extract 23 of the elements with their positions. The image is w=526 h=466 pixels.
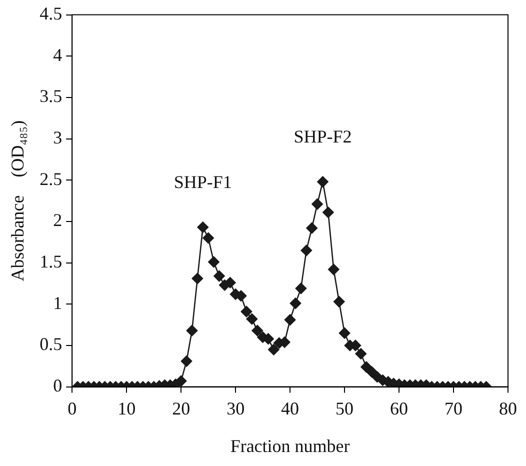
y-tick-label: 0.5 [40, 334, 62, 354]
x-tick-label: 10 [118, 398, 136, 418]
x-tick-label: 80 [499, 398, 517, 418]
y-axis-title: Absorbance (OD₄₈₅) [8, 120, 28, 282]
x-tick-label: 0 [68, 398, 77, 418]
y-tick-label: 0 [53, 376, 62, 396]
x-tick-label: 20 [172, 398, 190, 418]
x-tick-label: 40 [281, 398, 300, 418]
y-tick-label: 3 [53, 128, 62, 148]
annotation: SHP-F2 [294, 126, 352, 147]
y-tick-label: 4.5 [40, 4, 62, 24]
x-tick-label: 30 [226, 398, 245, 418]
y-tick-label: 4 [53, 44, 62, 65]
y-tick-label: 2 [53, 210, 62, 230]
annotation: SHP-F1 [174, 172, 232, 192]
x-tick-label: 70 [444, 398, 463, 418]
y-tick-label: 1 [53, 292, 62, 313]
x-tick-label: 60 [390, 398, 408, 418]
y-tick-label: 3.5 [40, 86, 62, 106]
x-axis-title: Fraction number [230, 436, 350, 456]
x-tick-label: 50 [336, 398, 354, 418]
y-tick-label: 2.5 [40, 168, 62, 189]
y-tick-label: 1.5 [40, 252, 62, 272]
